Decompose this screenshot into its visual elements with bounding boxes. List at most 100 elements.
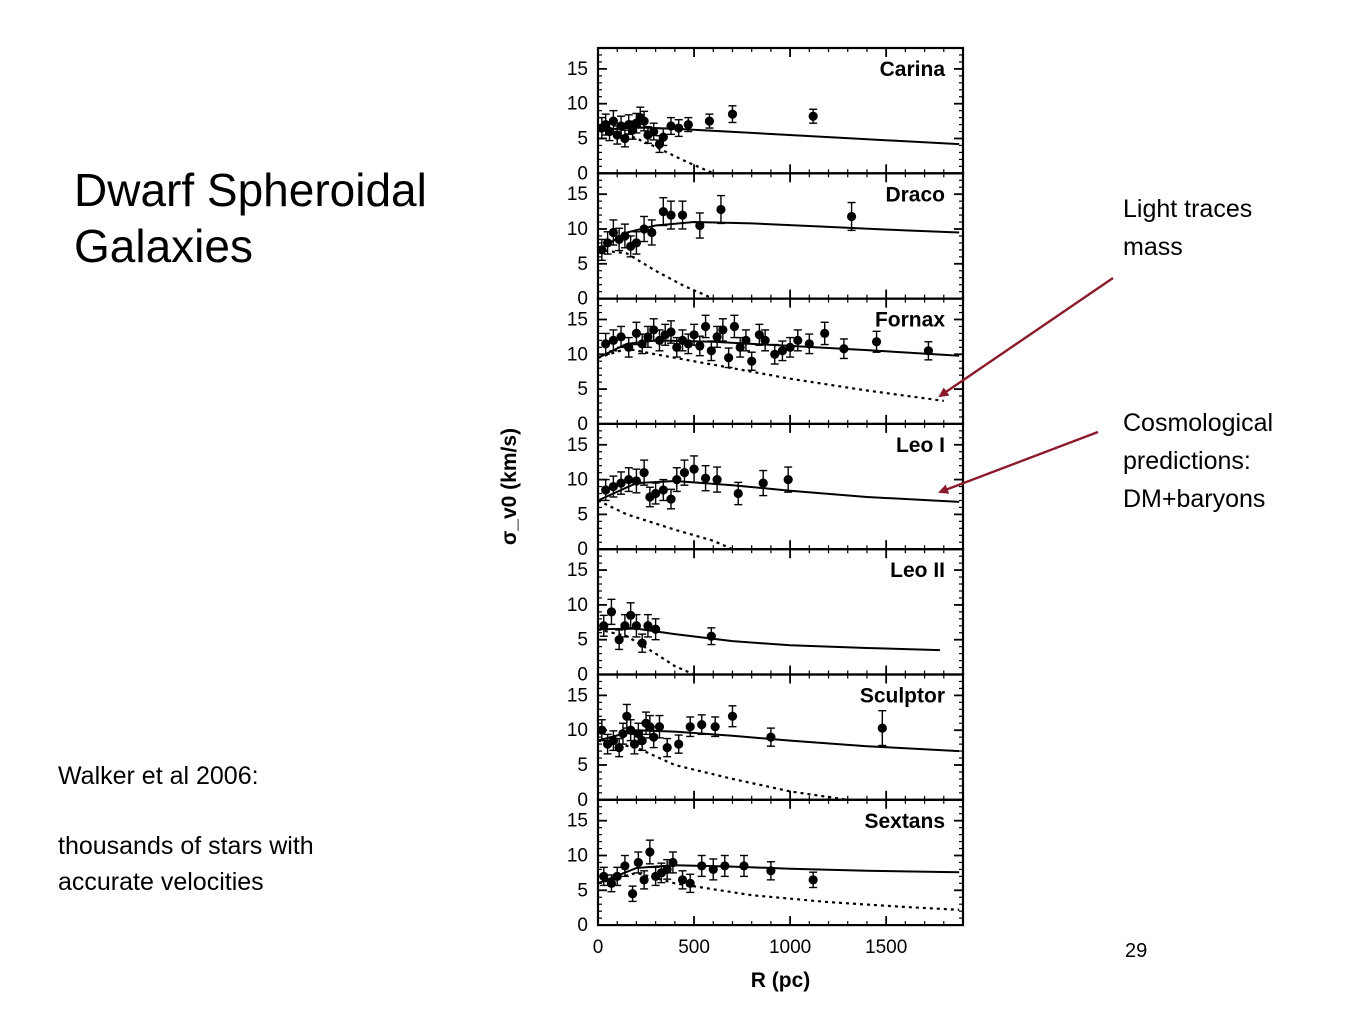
y-tick-label: 15 xyxy=(567,309,588,330)
y-tick-label: 5 xyxy=(577,755,588,776)
data-point xyxy=(683,339,693,349)
data-point xyxy=(597,245,607,255)
y-tick-label: 15 xyxy=(567,184,588,205)
model-curve-dm-baryons xyxy=(597,628,695,676)
data-point xyxy=(708,864,718,875)
data-point xyxy=(639,468,649,478)
data-point xyxy=(637,339,647,349)
data-point xyxy=(754,330,764,340)
data-point xyxy=(697,720,707,730)
annotation-cosmo-line-3: DM+baryons xyxy=(1123,485,1266,513)
data-point xyxy=(627,889,638,899)
data-point xyxy=(733,488,743,499)
panel-sculptor: 0 5 10 15 Sculptor xyxy=(567,673,965,811)
data-point xyxy=(839,344,849,354)
data-point xyxy=(612,871,622,881)
data-point xyxy=(608,335,618,345)
data-point xyxy=(606,607,617,617)
annotation-cosmological-predictions: Cosmological predictions: DM+baryons xyxy=(1123,404,1273,518)
data-point xyxy=(601,339,611,349)
data-point xyxy=(706,346,716,356)
annotation-light-line-2: mass xyxy=(1123,233,1183,261)
data-point xyxy=(677,210,688,220)
y-tick-label: 10 xyxy=(567,720,588,741)
y-tick-label: 0 xyxy=(577,915,588,936)
data-point xyxy=(820,328,830,339)
data-point xyxy=(727,109,738,119)
model-curve-dm-baryons xyxy=(597,739,848,801)
data-point xyxy=(674,739,684,749)
data-point xyxy=(616,478,626,488)
data-point xyxy=(631,476,642,486)
panel-label: Leo I xyxy=(896,434,945,457)
citation-line-2: thousands of stars with xyxy=(58,832,314,860)
y-tick-label: 10 xyxy=(567,470,588,491)
data-point xyxy=(741,335,751,345)
data-point xyxy=(599,621,609,631)
data-point xyxy=(706,631,716,641)
data-point xyxy=(626,610,636,620)
x-tick-label: 500 xyxy=(678,937,710,958)
annotation-cosmo-line-2: predictions: xyxy=(1123,447,1251,475)
data-point xyxy=(808,875,818,885)
data-point xyxy=(639,116,649,126)
data-point xyxy=(658,132,668,142)
data-point xyxy=(620,133,630,144)
data-point xyxy=(643,621,653,631)
y-tick-label: 5 xyxy=(577,880,588,901)
data-point xyxy=(689,464,699,474)
y-axis-label: σ_v0 (km/s) xyxy=(498,428,521,545)
data-point xyxy=(747,356,757,366)
data-point xyxy=(631,238,642,248)
data-point xyxy=(662,742,672,753)
data-point xyxy=(608,227,618,238)
y-tick-label: 5 xyxy=(577,379,588,400)
data-point xyxy=(658,206,668,217)
model-curve-light-traces-mass xyxy=(597,627,940,652)
data-point xyxy=(760,335,770,345)
data-point xyxy=(758,478,768,488)
y-tick-label: 10 xyxy=(567,344,588,365)
data-point xyxy=(666,121,676,131)
data-point xyxy=(877,723,887,733)
data-point xyxy=(645,847,655,857)
data-point xyxy=(599,871,609,881)
annotation-light-line-1: Light traces xyxy=(1123,195,1253,223)
panel-leo-i: 0 5 10 15 Leo I xyxy=(567,422,965,560)
y-tick-label: 0 xyxy=(577,289,588,310)
data-point xyxy=(724,353,734,363)
data-point xyxy=(704,116,715,126)
data-point xyxy=(608,481,618,492)
panel-label: Sextans xyxy=(864,810,945,833)
data-point xyxy=(654,335,665,345)
y-tick-label: 15 xyxy=(567,435,588,456)
arrow-cosmological-predictions xyxy=(938,430,1099,494)
y-tick-label: 10 xyxy=(567,94,588,115)
slide-title-line-1: Dwarf Spheroidal xyxy=(74,164,427,216)
data-point xyxy=(700,473,711,483)
data-point xyxy=(674,123,684,133)
y-tick-label: 5 xyxy=(577,630,588,651)
data-point xyxy=(666,494,676,504)
data-point xyxy=(626,725,636,735)
data-point xyxy=(716,204,726,215)
data-point xyxy=(666,210,676,220)
y-tick-label: 10 xyxy=(567,219,588,240)
y-tick-label: 10 xyxy=(567,845,588,866)
panel-carina: 0 5 10 15 Carina xyxy=(567,46,965,184)
y-tick-label: 15 xyxy=(567,685,588,706)
data-point xyxy=(618,729,628,739)
data-point xyxy=(654,139,665,149)
y-tick-label: 10 xyxy=(567,595,588,616)
data-point xyxy=(597,725,607,735)
annotation-light-traces-mass: Light traces mass xyxy=(1123,190,1252,266)
data-point xyxy=(923,346,934,356)
data-point xyxy=(624,342,634,352)
data-point xyxy=(677,875,688,885)
y-tick-label: 0 xyxy=(577,163,588,184)
data-point xyxy=(658,485,668,495)
data-point xyxy=(712,332,722,342)
data-point xyxy=(683,119,693,130)
data-point xyxy=(631,621,642,631)
data-point xyxy=(720,861,730,871)
